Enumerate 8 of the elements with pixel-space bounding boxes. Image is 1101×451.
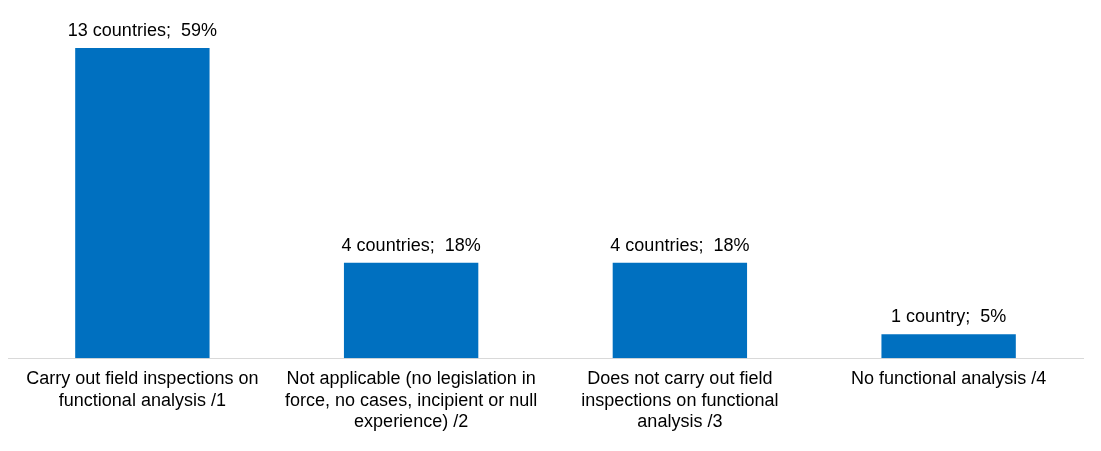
x-tick-label: Not applicable (no legislation in force, no cases, incipient or null experience) /2	[285, 367, 538, 432]
x-tick-label: No functional analysis /4	[851, 367, 1047, 388]
data-label: 1 country; 5%	[891, 306, 1007, 327]
x-tick-label: Carry out field inspections on functional analysis /1	[26, 367, 259, 410]
data-label: 4 countries; 18%	[610, 234, 750, 255]
x-tick-label: Does not carry out field inspections on functional analysis /3	[581, 367, 779, 432]
data-label: 4 countries; 18%	[341, 234, 481, 255]
data-label: 13 countries; 59%	[67, 19, 217, 40]
